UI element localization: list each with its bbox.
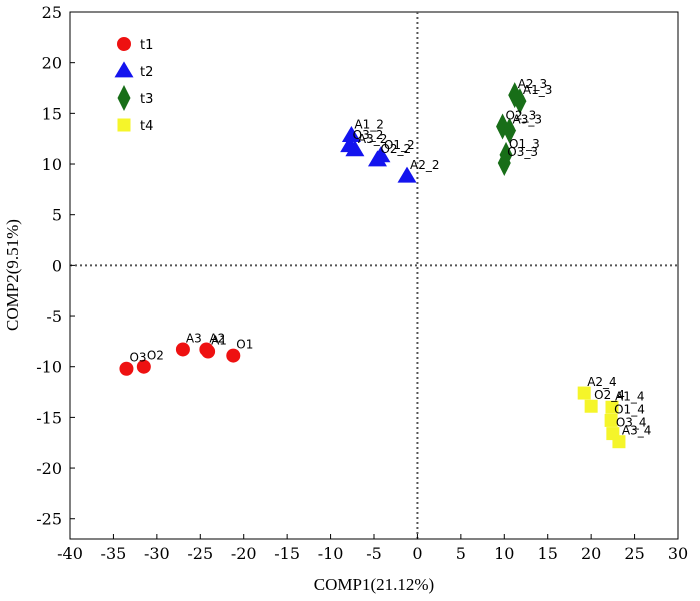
x-tick-label: 5: [456, 544, 466, 563]
point-label: O3_2: [353, 128, 384, 142]
point-label: A2_2: [410, 158, 439, 172]
x-tick-label: -5: [366, 544, 382, 563]
plot-frame: [69, 11, 679, 540]
point-label: A3_4: [622, 424, 651, 438]
point-label: O2_4: [594, 388, 625, 402]
y-tick-label: -10: [36, 358, 62, 377]
x-tick-label: 15: [538, 544, 558, 563]
point-label: A2_4: [587, 375, 616, 389]
t3-point: [513, 88, 527, 115]
t3-point: [502, 117, 516, 144]
point-label: A1: [211, 334, 227, 348]
t2-point: [345, 140, 365, 157]
t4-point: [612, 435, 626, 449]
point-label: O1_2: [384, 138, 415, 152]
x-tick-label: 10: [494, 544, 514, 563]
y-tick-label: -20: [36, 459, 62, 478]
t2-point: [397, 166, 417, 183]
legend-t2-marker: [114, 61, 134, 78]
t3-point: [497, 150, 511, 177]
t1-point: [201, 344, 216, 359]
y-tick-label: 15: [42, 104, 62, 123]
legend-t4-marker: [117, 118, 131, 132]
t4-point: [584, 399, 598, 413]
legend-t3-marker: [117, 85, 131, 111]
t4-point: [605, 400, 619, 414]
y-tick-label: 5: [52, 206, 62, 225]
x-tick-label: 20: [581, 544, 601, 563]
t2-point: [341, 126, 361, 143]
legend-t1-marker: [117, 37, 131, 51]
y-tick-label: 25: [42, 3, 62, 22]
point-label: O3: [129, 351, 146, 365]
x-tick-label: -10: [318, 544, 344, 563]
point-label: O1: [236, 338, 253, 352]
point-label: O2_2: [380, 142, 411, 156]
legend-t4-label: t4: [140, 119, 153, 134]
x-tick-label: -25: [187, 544, 213, 563]
y-tick-label: -15: [36, 408, 62, 427]
x-tick-label: 30: [668, 544, 688, 563]
t2-point: [371, 146, 391, 163]
legend-t3-label: t3: [140, 92, 153, 107]
t4-point: [577, 386, 591, 400]
x-axis-title: COMP1(21.12%): [314, 575, 434, 594]
point-label: O3_4: [616, 416, 647, 430]
y-tick-label: 10: [42, 155, 62, 174]
t1-point: [226, 348, 241, 363]
t1-point: [175, 342, 190, 357]
y-tick-label: -25: [36, 510, 62, 529]
x-tick-label: -30: [144, 544, 170, 563]
y-tick-label: 0: [52, 256, 62, 275]
x-tick-label: -35: [101, 544, 127, 563]
t1-point: [119, 361, 134, 376]
reference-lines: [70, 12, 678, 539]
point-label: A3: [186, 331, 202, 345]
y-tick-label: -5: [46, 307, 62, 326]
data-points: [119, 82, 626, 449]
x-tick-label: -40: [57, 544, 83, 563]
x-tick-label: -15: [274, 544, 300, 563]
x-tick-label: -20: [231, 544, 257, 563]
legend-t1-label: t1: [140, 38, 153, 53]
point-label: A2_3: [518, 77, 547, 91]
legend-t2-label: t2: [140, 65, 153, 80]
t4-point: [604, 413, 618, 427]
point-label: A1_4: [615, 389, 644, 403]
point-label: A3_2: [358, 132, 387, 146]
plot-area: -40 -35 -30 -25 -20 -15 -10 -5 0 5 10 15 20 25 30 -25-…: [36, 3, 688, 563]
x-tick-label: 25: [624, 544, 644, 563]
point-label: A1_2: [354, 118, 383, 132]
y-axis-title: COMP2(9.51%): [3, 219, 22, 331]
point-label: O2_3: [506, 109, 537, 123]
point-label: O1_3: [509, 137, 540, 151]
point-label: O3_3: [507, 145, 538, 159]
y-axis-ticks: -25 -20 -15 -10 -5 0 5 10 15 20 25: [36, 3, 75, 529]
point-label: A2: [209, 331, 225, 345]
y-tick-label: 20: [42, 54, 62, 73]
x-tick-label: 0: [412, 544, 422, 563]
point-label: O2: [147, 349, 164, 363]
point-label: O1_4: [614, 402, 645, 416]
point-label: A1_3: [523, 83, 552, 97]
t1-point: [136, 359, 151, 374]
legend: t1 t2 t3 t4: [114, 37, 153, 134]
x-axis-ticks: -40 -35 -30 -25 -20 -15 -10 -5 0 5 10 15 20 25 30: [57, 534, 688, 563]
point-label: A3_3: [512, 113, 541, 127]
